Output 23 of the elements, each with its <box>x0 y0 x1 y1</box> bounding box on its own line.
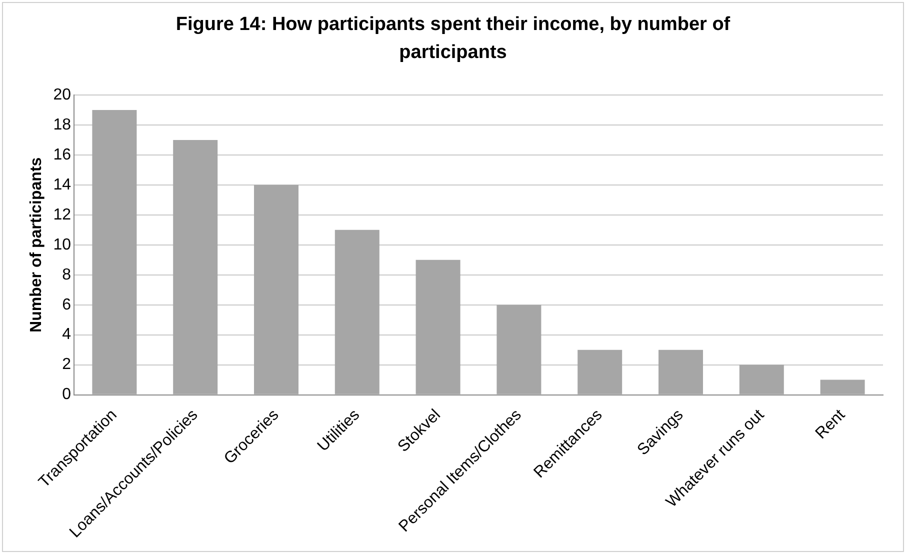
y-tick-label: 8 <box>62 266 72 284</box>
bar <box>92 110 137 394</box>
y-tick-label: 18 <box>53 116 72 134</box>
bar <box>578 350 622 394</box>
bar <box>334 230 380 394</box>
y-tick-label: 0 <box>62 386 72 404</box>
bar <box>496 304 542 394</box>
y-tick-label: 16 <box>53 146 72 164</box>
bar <box>658 350 703 394</box>
bar <box>416 260 460 394</box>
y-tick-label: 10 <box>53 236 72 254</box>
y-tick-label: 4 <box>62 326 72 344</box>
y-axis-title: Number of participants <box>28 157 46 332</box>
bar <box>173 140 218 394</box>
y-tick-label: 20 <box>53 86 72 104</box>
bar <box>739 364 784 394</box>
bar <box>254 184 298 394</box>
y-tick-label: 12 <box>53 206 72 224</box>
chart-title: Figure 14: How participants spent their income, by number of participants <box>174 13 732 65</box>
y-tick-label: 2 <box>62 356 72 374</box>
y-tick-label: 6 <box>62 296 72 314</box>
bar <box>820 380 865 394</box>
y-tick-label: 14 <box>53 176 72 194</box>
